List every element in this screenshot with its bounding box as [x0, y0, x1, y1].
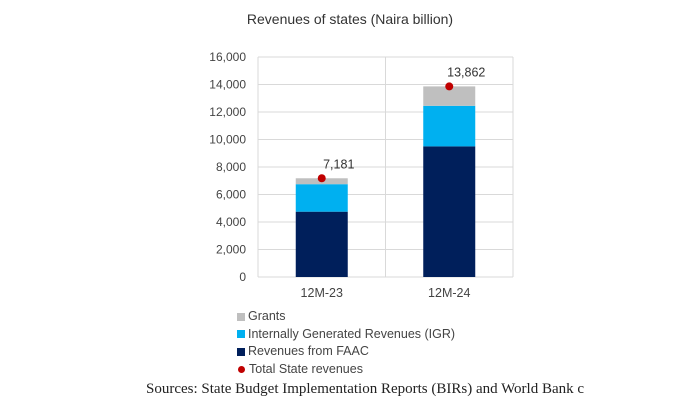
legend-item: Revenues from FAAC — [237, 343, 455, 361]
legend-swatch — [237, 330, 245, 339]
data-label: 13,862 — [447, 65, 485, 79]
y-tick-label: 4,000 — [216, 215, 246, 229]
bar-segment — [295, 211, 348, 277]
legend-swatch — [237, 312, 245, 321]
total-marker — [445, 82, 454, 91]
legend-dot — [238, 365, 245, 373]
legend: Grants Internally Generated Revenues (IGR… — [237, 308, 455, 378]
legend-item: Total State revenues — [237, 361, 455, 379]
x-tick-label: 12M-24 — [428, 286, 470, 300]
bar-segment — [423, 146, 476, 277]
legend-label: Revenues from FAAC — [248, 344, 369, 358]
total-marker — [317, 174, 326, 183]
source-note: Sources: State Budget Implementation Rep… — [146, 381, 585, 397]
bar-segment — [295, 184, 348, 212]
data-label: 7,181 — [323, 157, 354, 171]
bar-segment — [423, 86, 476, 106]
y-tick-label: 8,000 — [216, 160, 246, 174]
legend-swatch — [237, 347, 245, 356]
y-tick-label: 12,000 — [209, 105, 246, 119]
legend-item: Grants — [237, 308, 455, 326]
chart-title: Revenues of states (Naira billion) — [246, 11, 454, 27]
y-tick-label: 16,000 — [209, 50, 246, 64]
bar-segment — [423, 105, 476, 147]
legend-label: Total State revenues — [249, 361, 363, 376]
legend-label: Grants — [248, 309, 286, 323]
legend-item: Internally Generated Revenues (IGR) — [237, 326, 455, 344]
y-tick-label: 14,000 — [209, 78, 246, 92]
x-tick-label: 12M-23 — [301, 286, 343, 300]
y-tick-label: 2,000 — [216, 243, 246, 257]
y-tick-label: 0 — [239, 270, 246, 284]
y-tick-label: 10,000 — [209, 133, 246, 147]
y-tick-label: 6,000 — [216, 188, 246, 202]
legend-label: Internally Generated Revenues (IGR) — [248, 326, 456, 341]
